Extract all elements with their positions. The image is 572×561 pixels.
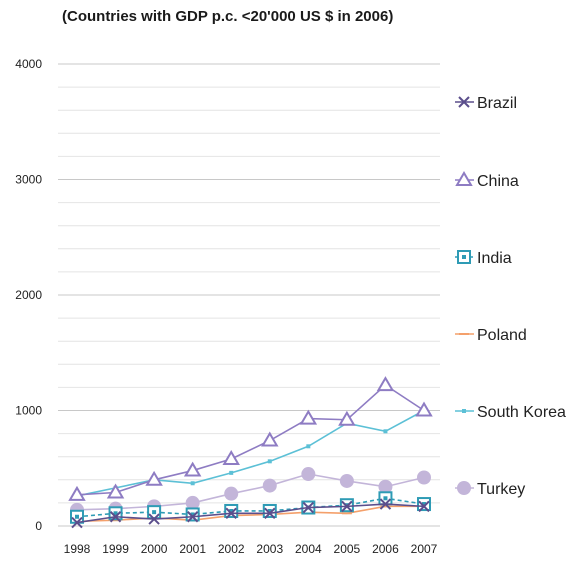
- chart-subtitle: (Countries with GDP p.c. <20'000 US $ in…: [62, 8, 394, 25]
- x-tick-label: 2004: [295, 542, 322, 556]
- point-south-korea-dot-marker: [267, 459, 272, 464]
- point-india-square-marker: [417, 497, 431, 512]
- series-line-india: [76, 497, 425, 518]
- point-china-triangle-marker: [145, 470, 163, 486]
- legend-item-south-korea: South Korea: [455, 404, 566, 421]
- point-china-triangle-marker: [338, 410, 356, 426]
- legend-item-china: China: [455, 171, 519, 190]
- legend-label: South Korea: [477, 404, 566, 421]
- legend-label: Turkey: [477, 481, 525, 498]
- point-india-square-marker: [70, 509, 84, 524]
- point-south-korea-dot-marker: [383, 429, 388, 434]
- x-tick-label: 2006: [372, 542, 399, 556]
- y-tick-label: 2000: [15, 288, 42, 302]
- point-china-triangle-marker: [415, 401, 433, 417]
- legend-south-korea-dot-marker: [462, 409, 466, 413]
- point-turkey-circle-marker: [224, 486, 239, 501]
- series-turkey: [70, 467, 431, 517]
- x-tick-label: 2000: [141, 542, 168, 556]
- point-turkey-circle-marker: [378, 479, 393, 494]
- gridlines: [58, 63, 440, 527]
- point-brazil-x-marker: [302, 501, 315, 514]
- point-turkey-circle-marker: [262, 478, 277, 493]
- point-india-square-marker: [224, 503, 239, 518]
- point-turkey-circle-marker: [185, 495, 200, 510]
- point-india-square-marker: [262, 503, 277, 518]
- point-turkey-circle-marker: [417, 470, 431, 485]
- legend-label: Brazil: [477, 95, 517, 112]
- legend-turkey-circle-marker: [457, 481, 471, 495]
- legend-item-india: India: [455, 250, 512, 267]
- series-layer: [68, 376, 433, 529]
- x-tick-label: 2002: [218, 542, 245, 556]
- point-brazil-x-marker: [225, 507, 237, 520]
- legend-item-poland: Poland: [455, 327, 527, 344]
- point-india-square-marker: [378, 491, 393, 506]
- legend-item-turkey: Turkey: [455, 481, 525, 498]
- point-brazil-x-marker: [148, 513, 160, 525]
- point-brazil-x-marker: [379, 498, 392, 510]
- point-brazil-x-marker: [264, 507, 276, 520]
- point-turkey-circle-marker: [301, 467, 316, 482]
- series-line-turkey: [76, 473, 425, 511]
- x-tick-label: 2003: [256, 542, 283, 556]
- legend-label: India: [477, 250, 512, 267]
- x-tick-label: 1998: [64, 542, 91, 556]
- point-turkey-circle-marker: [339, 473, 354, 488]
- legend-china-triangle-marker: [455, 171, 473, 186]
- point-brazil-x-marker: [341, 500, 353, 513]
- legend-item-brazil: Brazil: [455, 95, 517, 112]
- point-china-triangle-marker: [261, 431, 279, 447]
- point-brazil-x-marker: [418, 500, 430, 513]
- legend-brazil-x-marker: [458, 96, 470, 108]
- y-tick-label: 4000: [15, 57, 42, 71]
- series-line-brazil: [76, 503, 425, 524]
- point-china-triangle-marker: [376, 376, 395, 392]
- point-china-triangle-marker: [68, 485, 86, 501]
- series-brazil: [71, 498, 430, 529]
- point-china-triangle-marker: [299, 409, 318, 425]
- point-south-korea-dot-marker: [306, 444, 311, 449]
- point-south-korea-dot-marker: [229, 470, 234, 475]
- point-brazil-x-marker: [71, 516, 83, 529]
- point-china-triangle-marker: [183, 461, 202, 477]
- point-india-square-marker: [147, 505, 162, 520]
- x-tick-label: 2001: [179, 542, 206, 556]
- x-axis-ticks: 1998 1999 2000 2001 2002 2003 2004 2005 2006 2007: [64, 542, 438, 556]
- y-tick-label: 1000: [15, 404, 42, 418]
- series-line-china: [76, 384, 425, 496]
- y-tick-label: 3000: [15, 173, 42, 187]
- point-brazil-x-marker: [109, 511, 122, 523]
- series-china: [68, 376, 433, 501]
- x-tick-label: 2005: [334, 542, 361, 556]
- legend-label: Poland: [477, 327, 527, 344]
- series-line-poland: [76, 505, 424, 523]
- point-china-triangle-marker: [106, 483, 125, 499]
- legend-india-square-marker: [457, 250, 471, 264]
- y-axis-ticks: 0 1000 2000 3000 4000: [15, 57, 42, 533]
- x-tick-label: 1999: [102, 542, 129, 556]
- point-china-triangle-marker: [222, 450, 240, 466]
- point-south-korea-dot-marker: [190, 481, 195, 486]
- legend: Brazil China India Poland South Korea Turkey: [455, 95, 566, 498]
- legend-label: China: [477, 173, 519, 190]
- series-line-south-korea: [76, 409, 425, 497]
- y-tick-label: 0: [35, 519, 42, 533]
- point-india-square-marker: [185, 507, 200, 522]
- point-brazil-x-marker: [186, 511, 199, 523]
- x-tick-label: 2007: [411, 542, 438, 556]
